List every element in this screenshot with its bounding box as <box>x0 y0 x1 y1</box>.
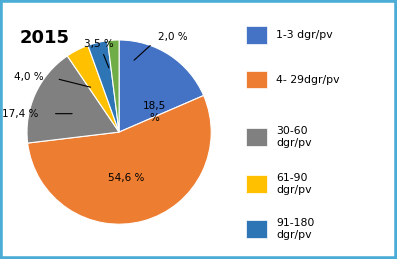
Bar <box>246 220 267 238</box>
Bar <box>246 176 267 193</box>
Text: 4- 29dgr/pv: 4- 29dgr/pv <box>276 75 340 85</box>
Text: 18,5
%: 18,5 % <box>143 101 166 123</box>
Text: 2015: 2015 <box>19 29 69 47</box>
Wedge shape <box>27 56 119 143</box>
Text: 2,0 %: 2,0 % <box>158 32 187 42</box>
Bar <box>246 128 267 146</box>
Text: 1-3 dgr/pv: 1-3 dgr/pv <box>276 30 333 40</box>
Text: 91-180
dgr/pv: 91-180 dgr/pv <box>276 218 315 240</box>
Bar <box>246 26 267 44</box>
Wedge shape <box>28 96 211 224</box>
Text: 4,0 %: 4,0 % <box>14 72 44 82</box>
Wedge shape <box>119 40 204 132</box>
Bar <box>246 71 267 89</box>
Text: 54,6 %: 54,6 % <box>108 173 145 183</box>
Wedge shape <box>88 41 119 132</box>
Text: 30-60
dgr/pv: 30-60 dgr/pv <box>276 126 312 148</box>
Wedge shape <box>67 45 119 132</box>
Wedge shape <box>108 40 119 132</box>
Text: 3,5 %: 3,5 % <box>84 39 114 49</box>
Text: 61-90
dgr/pv: 61-90 dgr/pv <box>276 174 312 195</box>
Text: 17,4 %: 17,4 % <box>2 109 38 119</box>
